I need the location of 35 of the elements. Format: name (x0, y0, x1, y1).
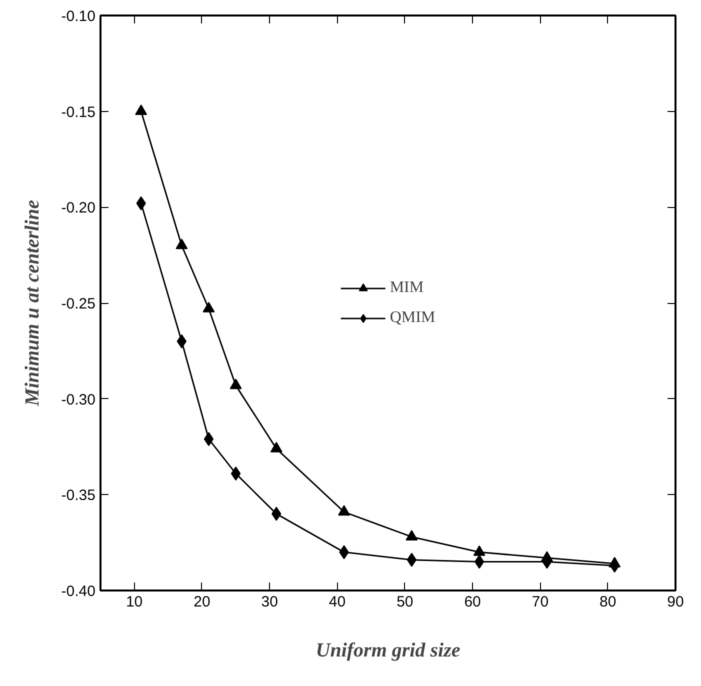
x-tick-label: 10 (126, 594, 143, 610)
point (176, 334, 187, 348)
x-tick-label: 20 (194, 594, 210, 610)
x-tick-label: 90 (667, 594, 684, 610)
point (135, 104, 148, 116)
x-tick-label: 70 (532, 594, 549, 610)
y-tick-label: -0.10 (61, 8, 96, 25)
point (540, 551, 553, 562)
x-tick-label: 80 (600, 594, 616, 610)
y-tick-label: -0.20 (61, 200, 96, 217)
y-tick-label: -0.35 (61, 487, 96, 504)
legend-label: QMIM (390, 308, 436, 326)
point (608, 556, 621, 568)
x-tick-label: 30 (261, 594, 278, 610)
point (202, 302, 215, 312)
legend-label: MIM (390, 278, 424, 296)
point (474, 554, 484, 569)
point (473, 545, 486, 556)
x-tick-label: 60 (464, 594, 481, 610)
y-axis-title: Minimum u at centerline (21, 200, 44, 408)
point (406, 530, 418, 541)
point (230, 378, 242, 390)
point (204, 432, 214, 446)
point (230, 466, 241, 481)
x-tick-label: 50 (396, 594, 414, 610)
y-tick-label: -0.25 (61, 296, 96, 312)
point (338, 505, 350, 516)
y-tick-label: -0.40 (61, 583, 96, 600)
x-tick-label: 40 (328, 594, 346, 610)
point (406, 552, 417, 567)
y-tick-label: -0.15 (61, 104, 96, 121)
point (176, 238, 188, 250)
point (270, 442, 282, 452)
y-tick-label: -0.30 (61, 391, 96, 408)
x-axis-title: Uniform grid size (316, 640, 460, 662)
